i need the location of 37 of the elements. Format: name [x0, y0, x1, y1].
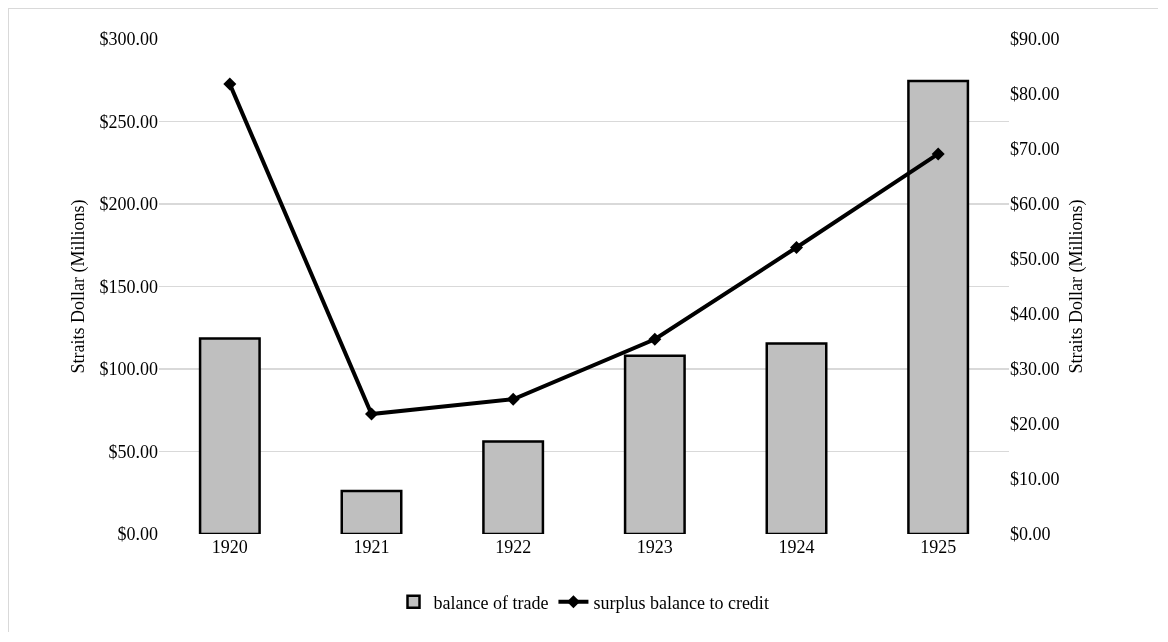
bar — [482, 440, 545, 534]
point — [648, 332, 662, 346]
legend-label: balance of trade — [433, 592, 549, 613]
point — [790, 240, 803, 254]
x-tick-label: 1924 — [778, 537, 815, 557]
y-tick-label: $50.00 — [108, 441, 158, 462]
point — [365, 407, 378, 421]
y-tick-label: $0.00 — [117, 524, 158, 545]
x-tick-label: 1925 — [920, 537, 957, 557]
y2-tick-label: $60.00 — [1010, 194, 1060, 215]
y-tick-label: $200.00 — [99, 194, 158, 215]
y2-axis-title: Straits Dollar (Millions) — [1065, 199, 1087, 374]
y2-tick-label: $30.00 — [1010, 359, 1060, 380]
y-tick-label: $100.00 — [99, 359, 158, 380]
y-axis-title: Straits Dollar (Millions) — [67, 199, 89, 374]
x-tick-label: 1922 — [495, 537, 532, 557]
bar — [198, 337, 261, 534]
x-tick-label: 1920 — [211, 537, 248, 557]
y-tick-label: $150.00 — [99, 276, 158, 297]
bar — [765, 342, 828, 534]
y2-tick-label: $20.00 — [1010, 414, 1060, 435]
y2-tick-label: $80.00 — [1010, 84, 1060, 105]
legend-label: surplus balance to credit — [593, 592, 769, 613]
y2-tick-label: $10.00 — [1010, 469, 1060, 490]
point — [223, 77, 237, 91]
y2-tick-label: $70.00 — [1010, 139, 1060, 160]
bar — [340, 489, 403, 534]
x-tick-label: 1923 — [636, 537, 673, 557]
y2-tick-label: $50.00 — [1010, 249, 1060, 270]
y2-tick-label: $90.00 — [1010, 29, 1060, 50]
y-tick-label: $250.00 — [99, 111, 158, 132]
y-tick-label: $300.00 — [99, 29, 158, 50]
point — [506, 392, 520, 406]
point — [931, 147, 945, 161]
y2-tick-label: $0.00 — [1010, 524, 1051, 545]
y2-tick-label: $40.00 — [1010, 304, 1060, 325]
x-tick-label: 1921 — [353, 537, 390, 557]
